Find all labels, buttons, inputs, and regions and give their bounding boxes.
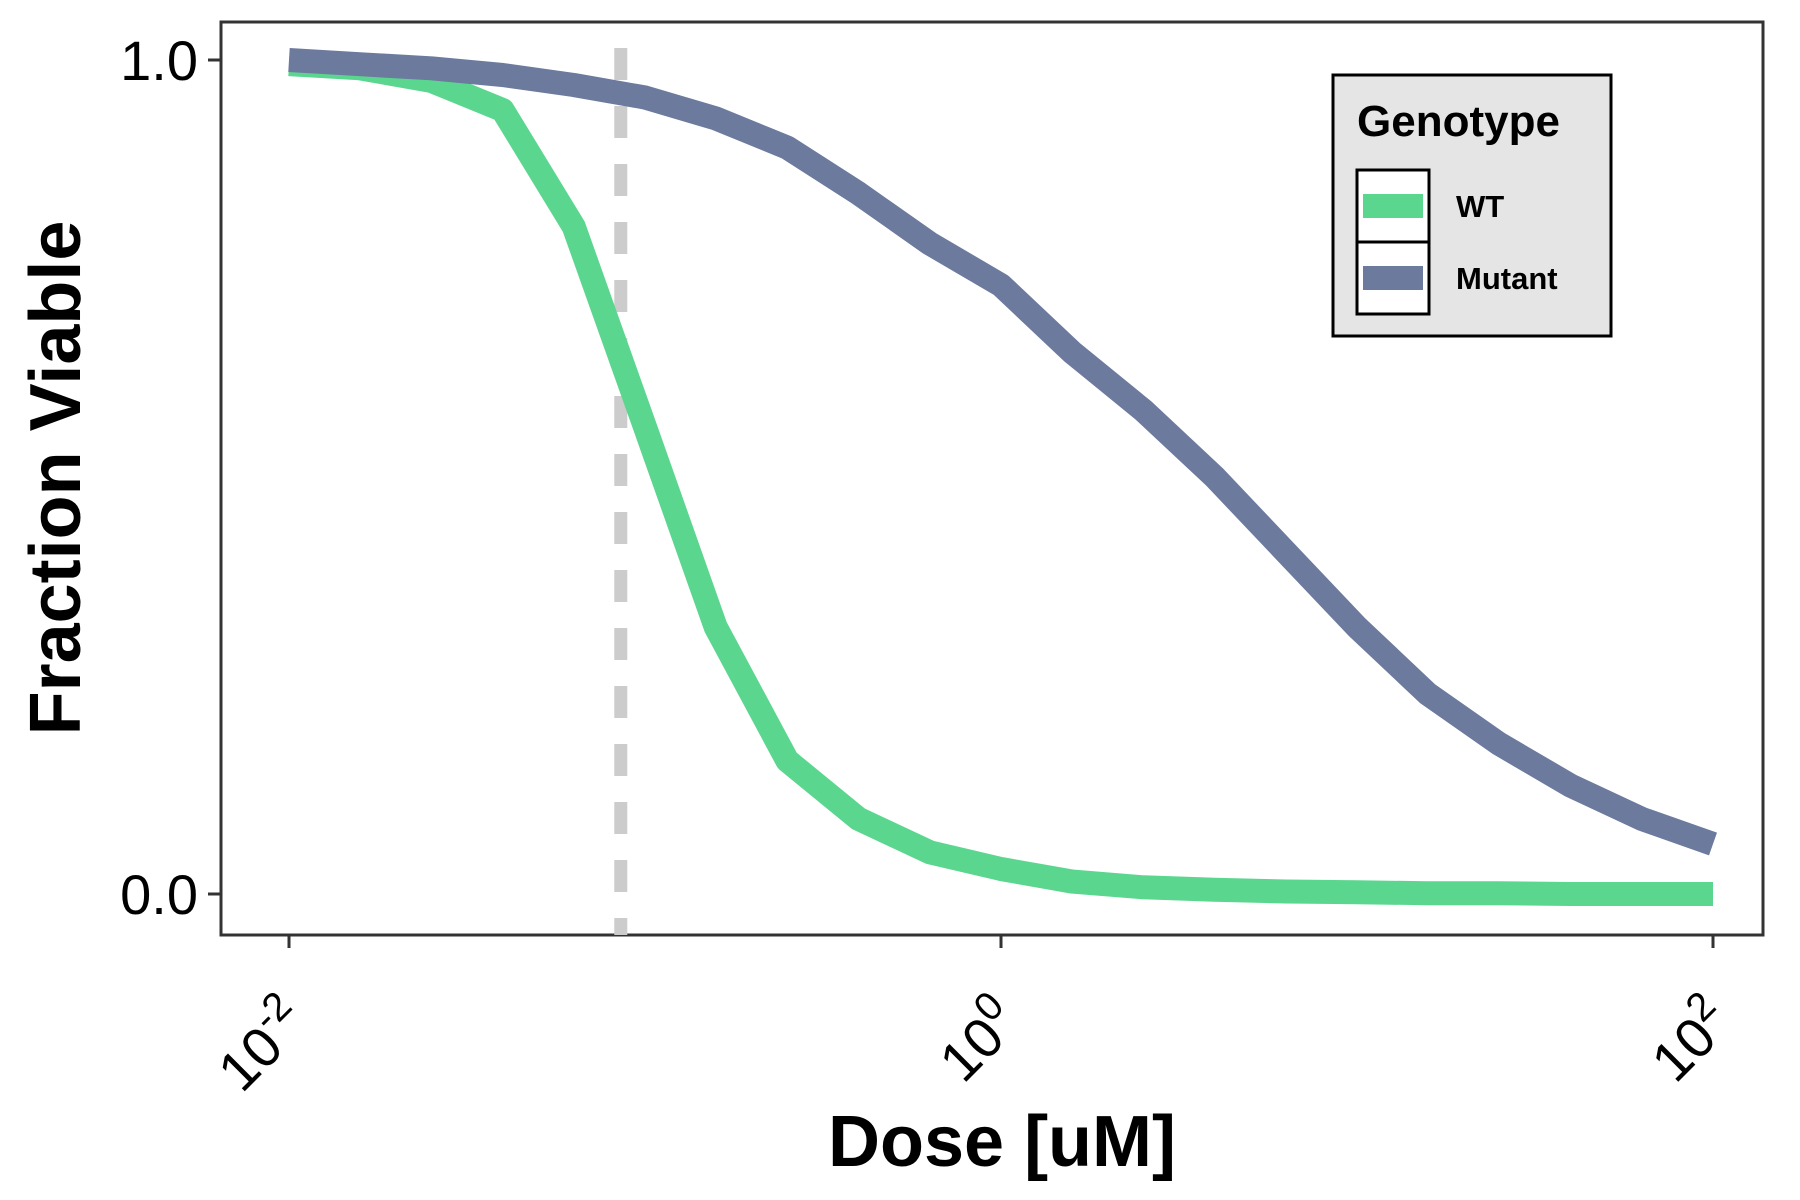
legend-label: Mutant [1456, 261, 1558, 296]
legend-title: Genotype [1357, 97, 1560, 146]
y-axis-title: Fraction Viable [16, 221, 96, 736]
legend-label: WT [1456, 189, 1504, 224]
series-line-mutant [288, 48, 1717, 856]
x-tick-label: 10-2 [200, 983, 319, 1102]
legend-items: WT Mutant [1355, 168, 1558, 316]
legend: Genotype WT Mutant [1331, 73, 1613, 338]
x-axis-title: Dose [uM] [828, 1102, 1176, 1182]
x-tick-label: 102 [1633, 983, 1743, 1093]
x-axis: 10-2 100 102 [200, 935, 1743, 1103]
y-axis: 0.0 1.0 [120, 29, 221, 926]
y-tick-label: 1.0 [120, 29, 198, 92]
y-tick-label: 0.0 [120, 863, 198, 926]
series-line-wt [288, 52, 1713, 906]
series-layer [288, 48, 1717, 906]
x-tick-label: 100 [921, 983, 1031, 1093]
